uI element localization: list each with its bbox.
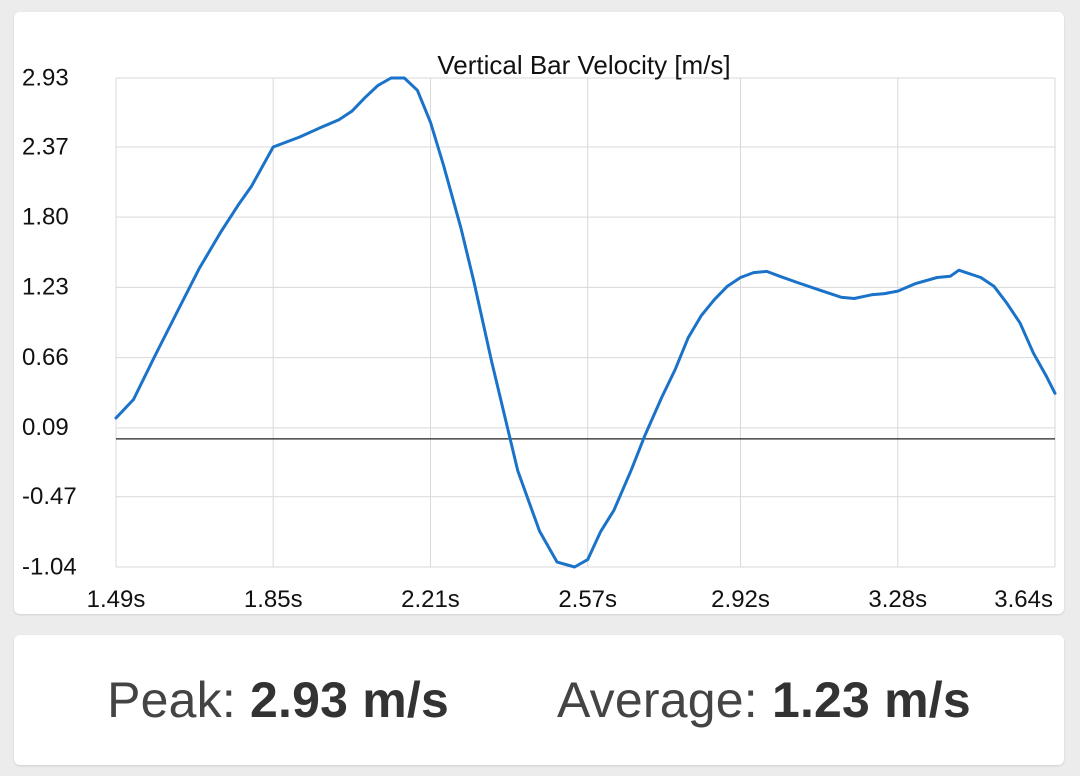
y-tick-labels: 2.93 2.37 1.80 1.23 0.66 0.09 -0.47 -1.04 bbox=[22, 64, 77, 580]
stats-row: Peak: 2.93 m/s Average: 1.23 m/s bbox=[14, 635, 1064, 765]
x-tick-label: 1.85s bbox=[244, 586, 303, 613]
series-layer bbox=[114, 76, 1057, 569]
velocity-line bbox=[114, 76, 1057, 569]
y-tick-label: 2.93 bbox=[22, 64, 69, 91]
average-stat: Average: 1.23 m/s bbox=[557, 671, 971, 729]
x-tick-label: 1.49s bbox=[87, 586, 146, 613]
chart-card: 2.93 2.37 1.80 1.23 0.66 0.09 -0.47 -1.04 1.49s… bbox=[14, 12, 1064, 614]
y-tick-label: 1.23 bbox=[22, 274, 69, 301]
y-tick-label: 0.09 bbox=[22, 414, 69, 441]
y-tick-label: -0.47 bbox=[22, 483, 77, 510]
x-tick-label: 2.92s bbox=[711, 586, 770, 613]
y-tick-label: -1.04 bbox=[22, 553, 77, 580]
peak-label: Peak: bbox=[107, 672, 251, 728]
x-tick-label: 3.64s bbox=[994, 586, 1053, 613]
x-tick-label: 3.28s bbox=[868, 586, 927, 613]
grid-layer bbox=[115, 77, 1056, 568]
stats-card: Peak: 2.93 m/s Average: 1.23 m/s bbox=[14, 635, 1064, 765]
y-tick-label: 1.80 bbox=[22, 204, 69, 231]
peak-value: 2.93 m/s bbox=[250, 672, 450, 728]
x-tick-labels: 1.49s 1.85s 2.21s 2.57s 2.92s 3.28s 3.64s bbox=[87, 586, 1053, 613]
x-tick-label: 2.21s bbox=[401, 586, 460, 613]
peak-stat: Peak: 2.93 m/s bbox=[107, 671, 449, 729]
x-tick-label: 2.57s bbox=[558, 586, 617, 613]
y-tick-label: 2.37 bbox=[22, 133, 69, 160]
chart-title: Vertical Bar Velocity [m/s] bbox=[437, 50, 730, 80]
velocity-chart: 2.93 2.37 1.80 1.23 0.66 0.09 -0.47 -1.04 1.49s… bbox=[22, 50, 1057, 613]
average-label: Average: bbox=[557, 672, 772, 728]
average-value: 1.23 m/s bbox=[771, 672, 971, 728]
y-tick-label: 0.66 bbox=[22, 344, 69, 371]
